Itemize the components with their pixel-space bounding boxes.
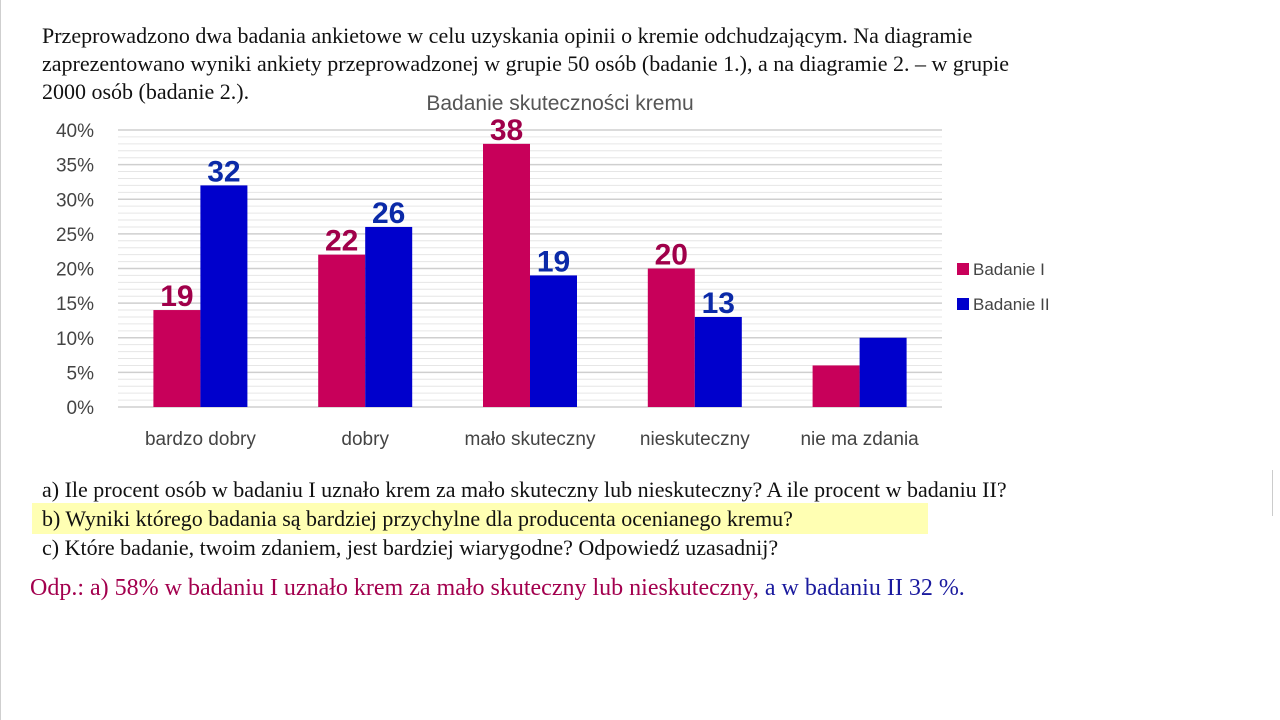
y-tick-label: 40% — [56, 121, 94, 142]
bar-data-label: 13 — [702, 287, 735, 320]
y-tick-label: 35% — [56, 156, 94, 177]
bar-data-label: 26 — [372, 197, 405, 230]
bar-1 — [647, 268, 695, 407]
bar-1 — [153, 310, 201, 407]
y-tick-label: 25% — [56, 225, 94, 246]
bar-data-label: 19 — [537, 245, 570, 278]
bar-1 — [318, 254, 366, 407]
problem-line-2: zaprezentowano wyniki ankiety przeprowad… — [42, 51, 1010, 76]
y-tick-label: 20% — [56, 260, 94, 281]
answer-text: Odp.: a) 58% w badaniu I uznało krem za … — [30, 573, 965, 603]
bar-1 — [812, 365, 860, 407]
chart-title: Badanie skuteczności kremu — [426, 92, 693, 115]
bar-data-label: 32 — [207, 155, 240, 188]
bar-2 — [200, 185, 248, 407]
bar-data-label: 20 — [655, 239, 688, 272]
answer-part-2: a w badaniu II 32 %. — [758, 575, 965, 601]
x-tick-label: dobry — [341, 429, 389, 450]
question-b: b) Wyniki którego badania są bardziej pr… — [42, 506, 793, 531]
bar-2 — [694, 316, 742, 407]
y-tick-label: 0% — [67, 398, 95, 419]
bar-data-label: 22 — [325, 225, 358, 258]
bar-data-label: 38 — [490, 114, 523, 147]
answer-part-1: Odp.: a) 58% w badaniu I uznało krem za … — [30, 575, 759, 601]
chart-legend: Badanie I Badanie II — [957, 260, 1050, 314]
y-tick-label: 10% — [56, 329, 94, 350]
question-b-highlight — [32, 503, 928, 534]
legend-swatch — [957, 298, 969, 310]
y-tick-label: 15% — [56, 294, 94, 315]
problem-text: Przeprowadzono dwa badania ankietowe w c… — [42, 22, 1182, 106]
problem-line-3: 2000 osób (badanie 2.). — [42, 79, 250, 104]
bar-data-label: 19 — [160, 280, 193, 313]
chart-bars — [153, 143, 907, 407]
legend-swatch — [957, 263, 969, 275]
x-axis: bardzo dobry dobry mało skuteczny nieskutec… — [145, 429, 919, 450]
bar-2 — [365, 226, 413, 407]
bar-1 — [483, 143, 530, 407]
chart-data-labels: 19 32 22 26 38 19 20 13 — [160, 114, 735, 320]
y-axis: 0% 5% 10% 15% 20% 25% 30% 35% 40% — [56, 121, 94, 419]
edge-mark — [1272, 470, 1280, 516]
question-c: c) Które badanie, twoim zdaniem, jest ba… — [42, 535, 779, 560]
y-tick-label: 30% — [56, 190, 94, 211]
bar-2 — [530, 275, 577, 407]
bar-2 — [859, 337, 907, 407]
y-tick-label: 5% — [67, 363, 95, 384]
x-tick-label: nie ma zdania — [800, 429, 919, 450]
left-border — [0, 0, 1, 720]
legend-label: Badanie I — [973, 260, 1045, 279]
bar-chart: Badanie skuteczności kremu 0% 5% 10% 15% 20%… — [56, 92, 1050, 450]
question-a: a) Ile procent osób w badaniu I uznało k… — [42, 477, 1007, 502]
x-tick-label: mało skuteczny — [465, 429, 596, 450]
legend-label: Badanie II — [973, 295, 1050, 314]
x-tick-label: bardzo dobry — [145, 429, 256, 450]
problem-line-1: Przeprowadzono dwa badania ankietowe w c… — [42, 23, 973, 48]
x-tick-label: nieskuteczny — [640, 429, 750, 450]
